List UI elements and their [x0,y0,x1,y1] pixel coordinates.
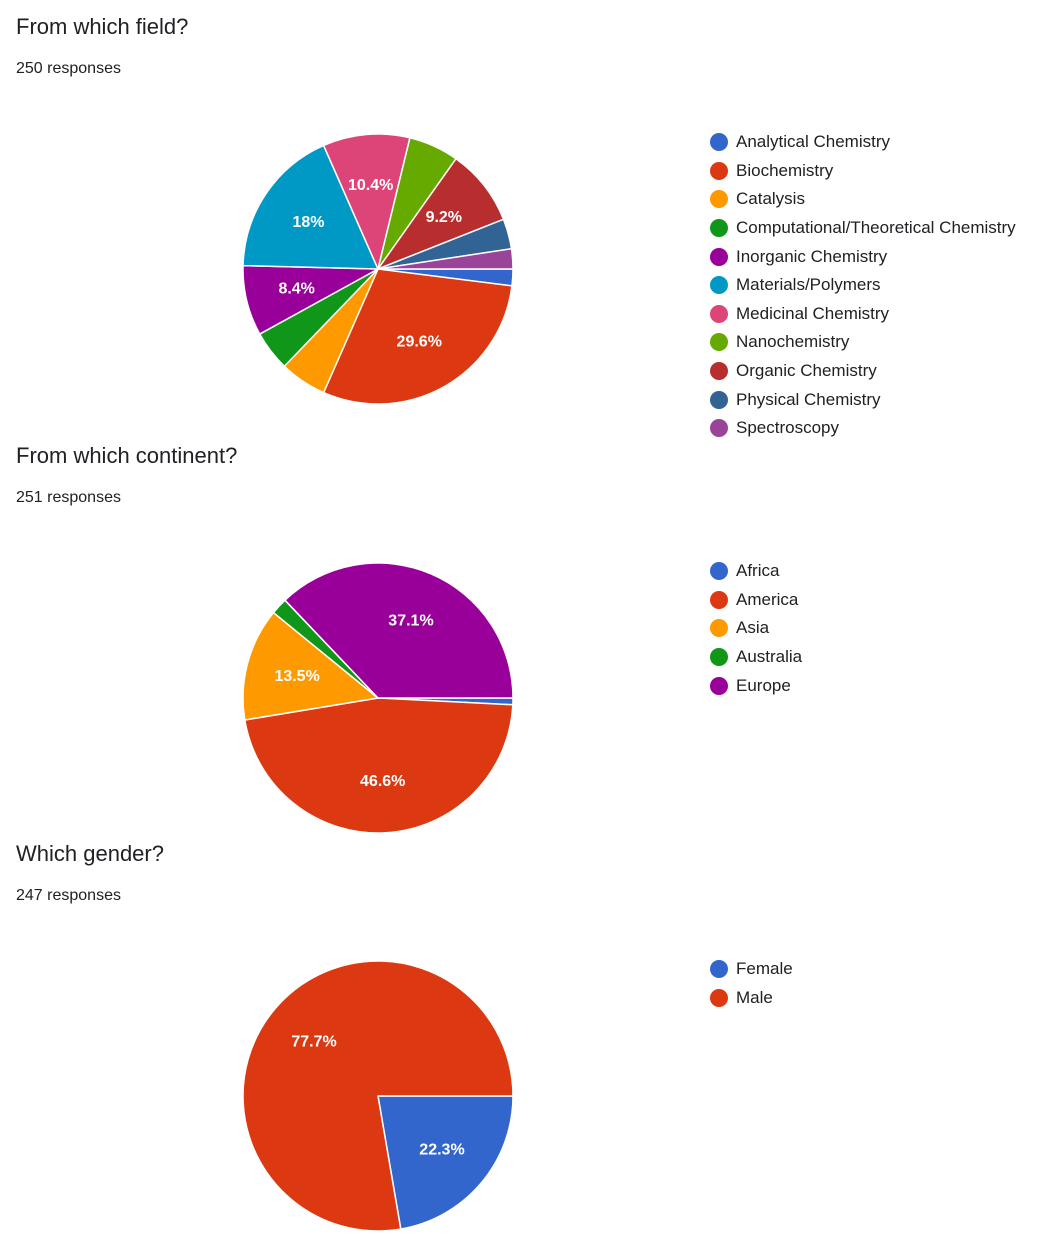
legend: Analytical Chemistry Biochemistry Catalysi… [710,128,1016,443]
legend-swatch-icon [710,304,728,323]
legend-item-nanochemistry[interactable]: Nanochemistry [710,328,1016,357]
legend-item-catalysis[interactable]: Catalysis [710,185,1016,214]
legend-item-medicinal-chemistry[interactable]: Medicinal Chemistry [710,300,1016,329]
response-count: 247 responses [16,887,121,904]
legend-label: Inorganic Chemistry [736,246,888,266]
legend-item-materials-polymers[interactable]: Materials/Polymers [710,271,1016,300]
legend-swatch-icon [710,648,728,667]
legend-swatch-icon [710,333,728,352]
pie-chart[interactable]: 22.3% 77.7% [242,960,514,1232]
question-title: Which gender? [16,841,164,866]
question-title: From which continent? [16,443,238,468]
data-label-materials-polymers: 18% [292,214,324,231]
legend-label: America [736,589,799,609]
pie-slice-organic-chemistry[interactable] [377,158,505,270]
data-label-america: 46.6% [360,773,405,790]
data-label-organic-chemistry: 9.2% [426,209,462,226]
legend-swatch-icon [710,247,728,266]
data-label-medicinal-chemistry: 10.4% [348,177,393,194]
legend-swatch-icon [710,590,728,609]
legend-swatch-icon [710,390,728,409]
pie-slice-male[interactable] [242,960,514,1232]
legend-label: Europe [736,675,791,695]
pie-slice-biochemistry[interactable] [322,268,513,405]
legend-label: Female [736,959,793,979]
legend-item-america[interactable]: America [710,586,802,615]
legend-swatch-icon [710,619,728,638]
pie-slice-europe[interactable] [284,562,514,699]
legend-label: Africa [736,561,780,581]
legend-label: Physical Chemistry [736,389,881,409]
legend-item-inorganic-chemistry[interactable]: Inorganic Chemistry [710,242,1016,271]
legend-label: Asia [736,618,770,638]
data-label-biochemistry: 29.6% [397,333,442,350]
question-field: From which field? 250 responses 29.6% 8.4… [0,14,1064,438]
legend-item-biochemistry[interactable]: Biochemistry [710,157,1016,186]
legend-label: Biochemistry [736,160,834,180]
legend-item-computational-theoretical-chemistry[interactable]: Computational/Theoretical Chemistry [710,214,1016,243]
legend-label: Catalysis [736,189,805,209]
legend-item-analytical-chemistry[interactable]: Analytical Chemistry [710,128,1016,157]
legend-label: Analytical Chemistry [736,132,890,152]
legend-swatch-icon [710,362,728,381]
response-count: 250 responses [16,60,121,77]
legend-label: Organic Chemistry [736,361,877,381]
legend-swatch-icon [710,133,728,152]
legend-swatch-icon [710,419,728,438]
data-label-female: 22.3% [419,1141,464,1158]
legend-label: Spectroscopy [736,418,839,438]
legend-swatch-icon [710,676,728,695]
legend-label: Nanochemistry [736,332,850,352]
pie-slice-female[interactable] [377,1095,514,1230]
legend-item-africa[interactable]: Africa [710,557,802,586]
pie-slice-materials-polymers[interactable] [242,144,379,270]
legend-swatch-icon [710,960,728,979]
legend-swatch-icon [710,190,728,209]
legend-label: Australia [736,647,803,667]
response-count: 251 responses [16,489,121,506]
legend-item-asia[interactable]: Asia [710,614,802,643]
legend-label: Computational/Theoretical Chemistry [736,218,1016,238]
legend-item-spectroscopy[interactable]: Spectroscopy [710,414,1016,443]
legend: Female Male [710,955,793,1012]
pie-chart[interactable]: 46.6% 13.5% 37.1% [242,562,514,834]
pie-chart[interactable]: 29.6% 8.4% 18% 10.4% 9.2% [242,133,514,405]
data-label-inorganic-chemistry: 8.4% [278,280,314,297]
legend-swatch-icon [710,219,728,238]
legend: Africa America Asia Australia Europe [710,557,802,700]
legend-label: Medicinal Chemistry [736,303,890,323]
question-title: From which field? [16,14,189,39]
legend-swatch-icon [710,276,728,295]
pie-slice-asia[interactable] [242,611,379,721]
legend-item-australia[interactable]: Australia [710,643,802,672]
legend-item-organic-chemistry[interactable]: Organic Chemistry [710,357,1016,386]
pie-slice-america[interactable] [244,697,514,834]
legend-swatch-icon [710,562,728,581]
legend-item-male[interactable]: Male [710,984,793,1013]
legend-item-physical-chemistry[interactable]: Physical Chemistry [710,385,1016,414]
legend-label: Male [736,987,773,1007]
legend-label: Materials/Polymers [736,275,881,295]
legend-item-europe[interactable]: Europe [710,671,802,700]
data-label-europe: 37.1% [388,613,433,630]
question-gender: Which gender? 247 responses 22.3% 77.7% F… [0,841,1064,1241]
legend-swatch-icon [710,161,728,180]
pie-slice-medicinal-chemistry[interactable] [322,133,411,270]
pie-slice-spectroscopy[interactable] [377,247,514,270]
data-label-asia: 13.5% [274,668,319,685]
data-label-male: 77.7% [291,1034,336,1051]
question-continent: From which continent? 251 responses 46.6… [0,443,1064,853]
legend-swatch-icon [710,988,728,1007]
legend-item-female[interactable]: Female [710,955,793,984]
